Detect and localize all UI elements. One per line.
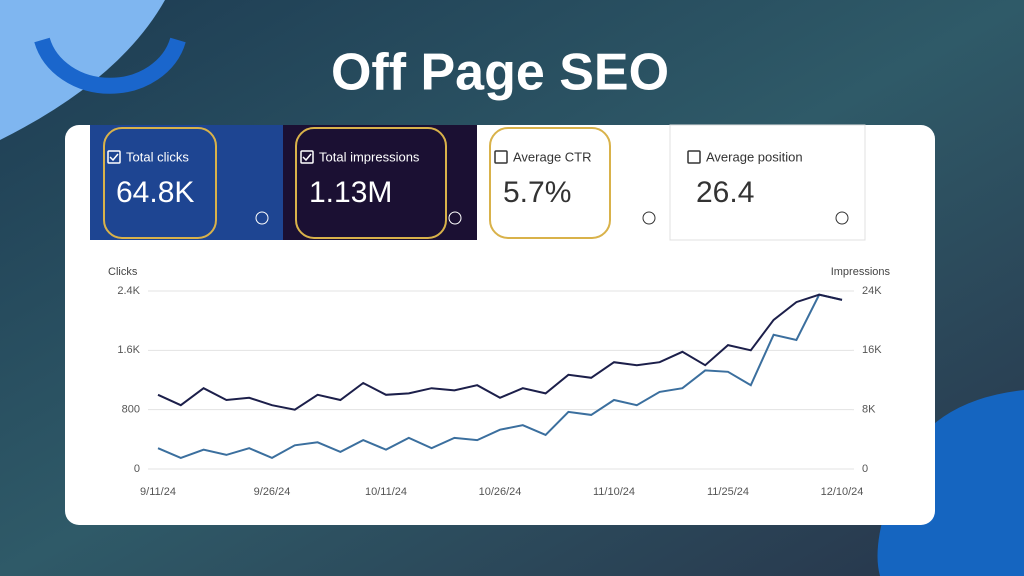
x-tick-label: 11/25/24 bbox=[707, 486, 749, 498]
tick-label: 24K bbox=[862, 285, 882, 297]
card bbox=[90, 125, 283, 240]
corner-shape bbox=[0, 0, 165, 140]
card-label: Average position bbox=[706, 149, 803, 164]
checkbox[interactable] bbox=[107, 150, 121, 164]
help-icon[interactable] bbox=[448, 211, 462, 225]
arc-decoration bbox=[34, 37, 186, 94]
y2-axis-title: Impressions bbox=[831, 266, 891, 278]
card-label: Total impressions bbox=[319, 149, 420, 164]
checkbox[interactable] bbox=[300, 150, 314, 164]
tick-label: 1.6K bbox=[117, 344, 140, 356]
chart: Clicks Impressions 0 800 1.6K 2.4K 0 8K 16K 24K 9/… bbox=[108, 266, 891, 498]
help-icon[interactable] bbox=[255, 211, 269, 225]
card-label: Average CTR bbox=[513, 149, 592, 164]
card-value: 26.4 bbox=[696, 176, 754, 209]
tick-label: 16K bbox=[862, 344, 882, 356]
help-icon[interactable] bbox=[835, 211, 849, 225]
cards: Total clicks 64.8K Total impressions 1.13M A… bbox=[107, 149, 849, 225]
tick-label: 800 bbox=[122, 404, 140, 416]
tick-label: 0 bbox=[134, 463, 140, 475]
card-value: 64.8K bbox=[116, 176, 194, 209]
y-axis-title: Clicks bbox=[108, 266, 138, 278]
card bbox=[669, 124, 866, 241]
highlight-frame bbox=[295, 127, 447, 239]
data-line bbox=[157, 293, 843, 460]
x-tick-label: 9/26/24 bbox=[254, 486, 291, 498]
checkbox[interactable] bbox=[687, 150, 701, 164]
checkbox[interactable] bbox=[494, 150, 508, 164]
data-line bbox=[157, 293, 843, 411]
card-value: 5.7% bbox=[503, 176, 571, 209]
tick-label: 2.4K bbox=[117, 285, 140, 297]
tick-label: 0 bbox=[862, 463, 868, 475]
tick-label: 8K bbox=[862, 404, 876, 416]
corner-shape bbox=[877, 390, 1024, 576]
x-tick-label: 10/26/24 bbox=[479, 486, 522, 498]
help-icon[interactable] bbox=[642, 211, 656, 225]
checkmark bbox=[302, 153, 312, 162]
x-tick-label: 10/11/24 bbox=[365, 486, 407, 498]
card-label: Total clicks bbox=[126, 149, 189, 164]
checkmark bbox=[109, 153, 119, 162]
card-value: 1.13M bbox=[309, 176, 392, 209]
highlight-frame bbox=[103, 127, 217, 239]
highlight-frame bbox=[489, 127, 611, 239]
x-tick-label: 11/10/24 bbox=[593, 486, 635, 498]
x-tick-label: 9/11/24 bbox=[140, 486, 176, 498]
x-tick-label: 12/10/24 bbox=[821, 486, 864, 498]
page-title: Off Page SEO bbox=[331, 44, 669, 102]
card bbox=[283, 125, 477, 240]
